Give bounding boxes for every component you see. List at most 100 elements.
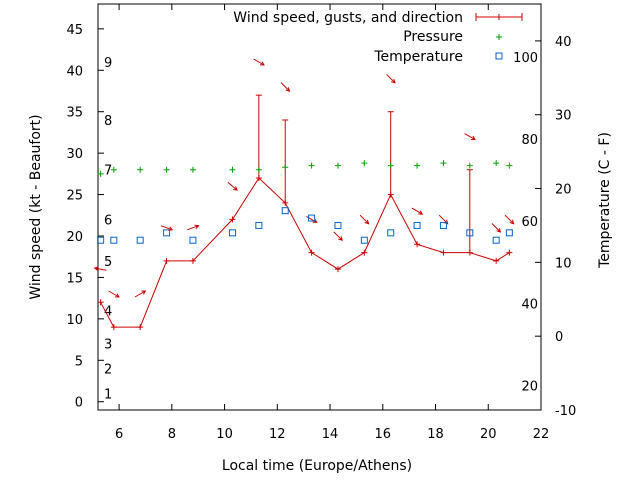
- temperature-point: [255, 221, 263, 229]
- wind-direction-arrow: [187, 224, 200, 231]
- wind-direction-arrow: [464, 133, 476, 141]
- temperature-point: [308, 214, 316, 222]
- wind-speed-point: [440, 249, 447, 256]
- x-tick-label: 14: [322, 427, 339, 442]
- beaufort-label: 9: [104, 56, 112, 71]
- x-axis-label: Local time (Europe/Athens): [222, 458, 412, 474]
- legend-label-pressure: Pressure: [403, 29, 463, 45]
- wind-speed-point: [466, 249, 473, 256]
- data-marks: [93, 58, 515, 331]
- y-tick-label: 0: [75, 396, 83, 411]
- x-tick-label: 18: [427, 427, 444, 442]
- temperature-point: [466, 229, 474, 237]
- wind-speed-point: [282, 199, 289, 206]
- beaufort-label: 3: [104, 338, 112, 353]
- y2-tick-label: 10: [555, 256, 572, 271]
- y-tick-label: 25: [66, 189, 83, 204]
- pressure-point: [189, 166, 196, 173]
- temperature-point: [97, 236, 105, 244]
- y2-tick-label: 30: [555, 109, 572, 124]
- x-tick-label: 20: [480, 427, 497, 442]
- wind-speed-point: [387, 191, 394, 198]
- legend: Wind speed, gusts, and direction Pressur…: [233, 10, 523, 65]
- temperature-point: [136, 236, 144, 244]
- pressure-point: [229, 166, 236, 173]
- temperature-point: [228, 229, 236, 237]
- wind-speed-point: [255, 175, 262, 181]
- fahrenheit-label: 80: [521, 133, 538, 148]
- wind-direction-arrow: [93, 266, 107, 271]
- legend-sample-pressure: [496, 34, 502, 40]
- pressure-point: [282, 164, 289, 171]
- legend-label-wind: Wind speed, gusts, and direction: [233, 10, 463, 26]
- temperature-point: [387, 229, 395, 237]
- temperature-point: [360, 236, 368, 244]
- y-tick-label: 30: [66, 147, 83, 162]
- legend-sample-temperature: [495, 52, 503, 60]
- pressure-point: [255, 166, 262, 173]
- x-tick-label: 6: [115, 427, 123, 442]
- wind-direction-arrow: [227, 182, 238, 191]
- pressure-point: [440, 160, 447, 167]
- wind-direction-arrow: [108, 290, 120, 298]
- wind-direction-arrow: [253, 58, 265, 66]
- wind-direction-arrow: [280, 82, 291, 92]
- x-tick-label: 12: [269, 427, 286, 442]
- pressure-point: [466, 162, 473, 169]
- temperature-point: [281, 207, 289, 215]
- wind-speed-line: [100, 177, 510, 328]
- y2-axis-label: Temperature (C - F): [597, 132, 613, 269]
- wind-speed-point: [137, 324, 144, 331]
- temperature-point: [189, 236, 197, 244]
- pressure-point: [308, 162, 315, 169]
- pressure-point: [110, 166, 117, 173]
- y-tick-label: 5: [75, 354, 83, 369]
- pressure-point: [493, 160, 500, 167]
- wind-direction-arrow: [386, 73, 396, 84]
- y-tick-label: 35: [66, 106, 83, 121]
- temperature-point: [492, 236, 500, 244]
- pressure-point: [137, 166, 144, 173]
- wind-speed-point: [308, 249, 315, 256]
- y-tick-label: 10: [66, 313, 83, 328]
- axis-labels: Local time (Europe/Athens) Wind speed (k…: [28, 114, 613, 474]
- wind-speed-point: [229, 216, 236, 223]
- wind-speed-point: [110, 324, 117, 331]
- wind-speed-point: [361, 249, 368, 256]
- wind-direction-arrow: [134, 290, 147, 298]
- wind-speed-point: [506, 249, 513, 256]
- fahrenheit-label: 60: [521, 215, 538, 230]
- pressure-point: [506, 162, 513, 169]
- plot-frame: [97, 3, 542, 411]
- beaufort-label: 2: [104, 363, 112, 378]
- wind-speed-point: [163, 257, 170, 264]
- x-tick-label: 22: [533, 427, 550, 442]
- y-axis-label: Wind speed (kt - Beaufort): [28, 114, 44, 299]
- wind-direction-arrow: [359, 214, 370, 225]
- temperature-point: [334, 221, 342, 229]
- y2-tick-label: 40: [555, 35, 572, 50]
- fahrenheit-label: 40: [521, 298, 538, 313]
- y2-tick-label: 0: [555, 330, 563, 345]
- pressure-point: [97, 170, 104, 177]
- temperature-point: [413, 221, 421, 229]
- x-tick-label: 16: [375, 427, 392, 442]
- legend-sample-wind-marker: [496, 14, 502, 20]
- x-tick-label: 10: [216, 427, 233, 442]
- beaufort-label: 5: [104, 255, 112, 270]
- pressure-point: [163, 166, 170, 173]
- pressure-point: [387, 162, 394, 169]
- pressure-point: [414, 162, 421, 169]
- fahrenheit-label: 20: [521, 380, 538, 395]
- pressure-point: [334, 162, 341, 169]
- y-tick-label: 15: [66, 271, 83, 286]
- wind-speed-point: [189, 257, 196, 264]
- y-tick-label: 20: [66, 230, 83, 245]
- wind-speed-point: [493, 257, 500, 264]
- beaufort-label: 6: [104, 213, 112, 228]
- beaufort-label: 4: [104, 305, 112, 320]
- beaufort-label: 7: [104, 164, 112, 179]
- y-tick-label: 40: [66, 64, 83, 79]
- wind-speed-point: [97, 299, 104, 306]
- temperature-point: [110, 236, 118, 244]
